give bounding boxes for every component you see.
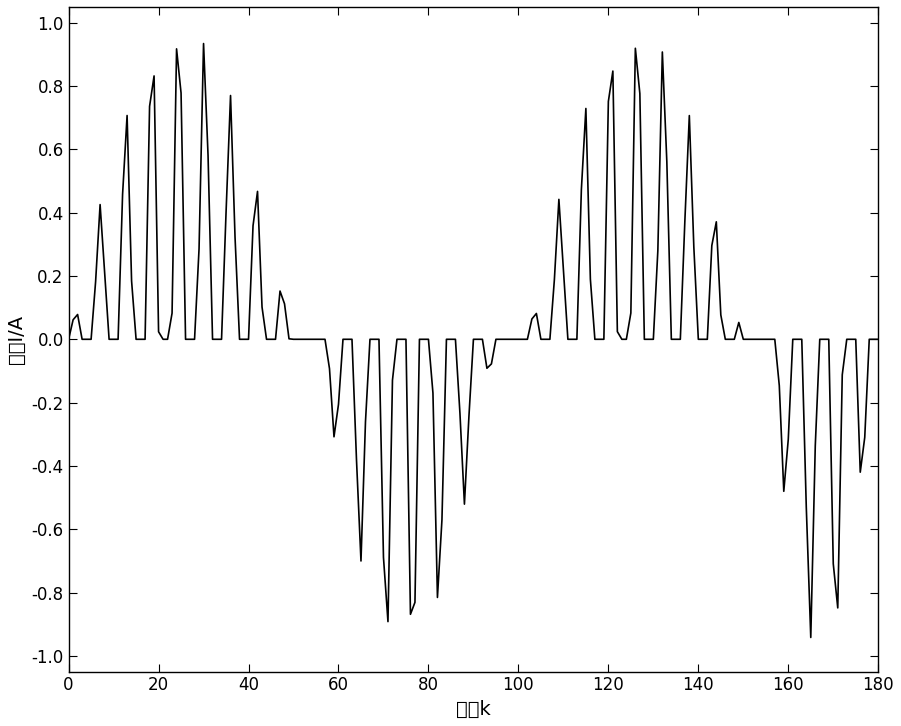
Y-axis label: 电流I/A: 电流I/A	[7, 315, 26, 364]
X-axis label: 点数k: 点数k	[456, 700, 491, 719]
